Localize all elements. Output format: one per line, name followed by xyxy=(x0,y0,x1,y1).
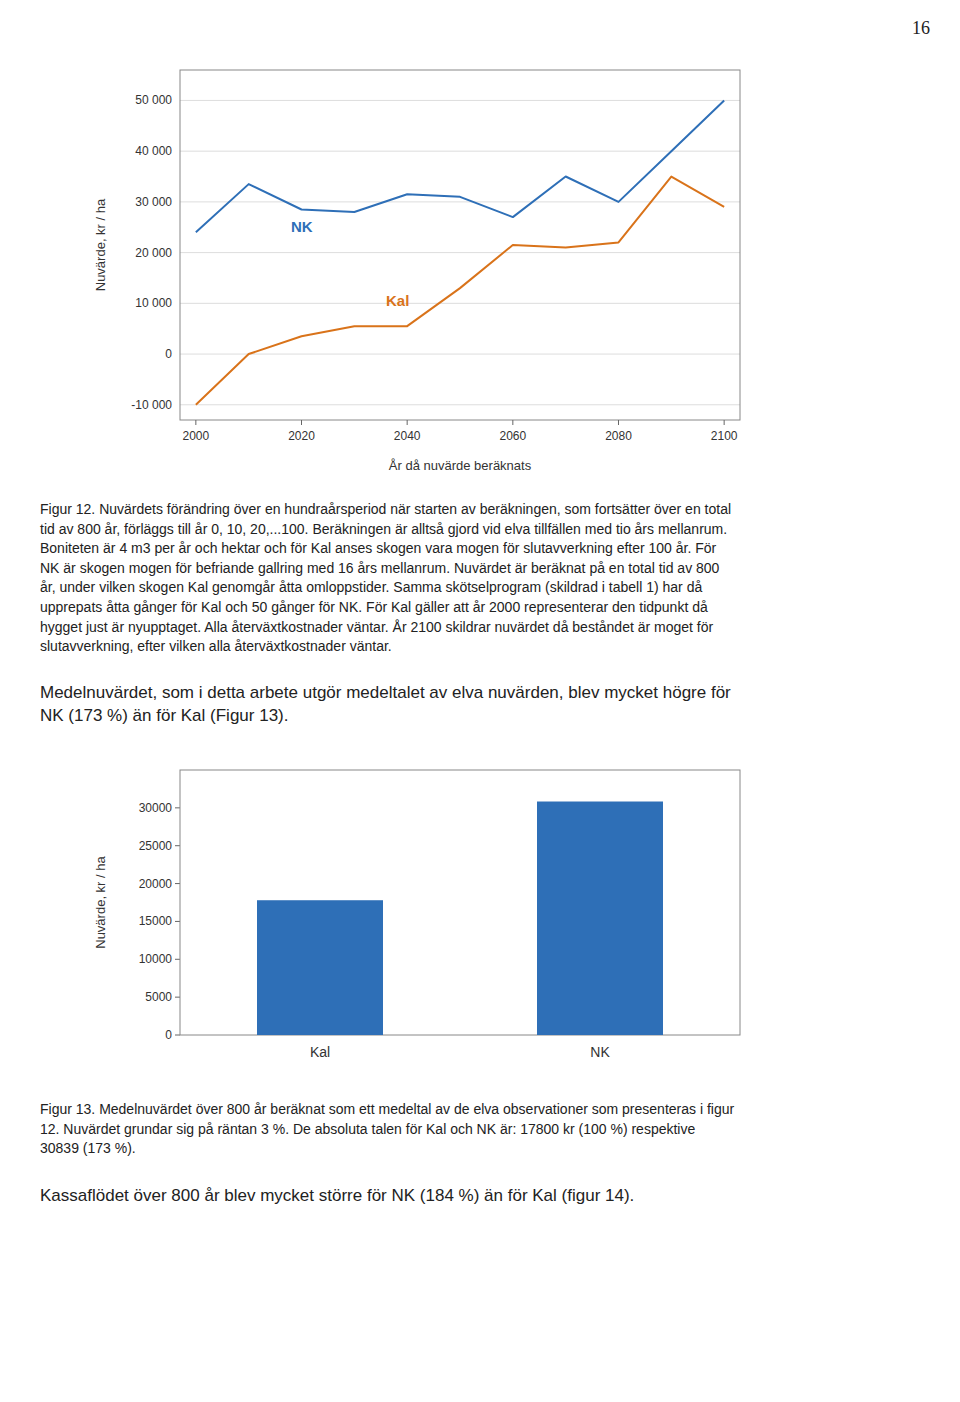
tick-label: 30000 xyxy=(139,801,173,815)
tick-mark xyxy=(175,959,180,960)
tick-mark xyxy=(175,1035,180,1036)
tick-label: 25000 xyxy=(139,839,173,853)
page-number: 16 xyxy=(912,18,930,39)
grid-line xyxy=(180,252,740,253)
bar xyxy=(257,900,383,1035)
tick-label: 20000 xyxy=(139,877,173,891)
series-annotation: Kal xyxy=(386,292,409,309)
series-line xyxy=(196,177,724,405)
grid-line xyxy=(180,354,740,355)
plot-area xyxy=(196,100,724,404)
body-text: Kassaflödet över 800 år blev mycket stör… xyxy=(40,1185,634,1208)
tick-label: 40 000 xyxy=(135,144,172,158)
tick-mark xyxy=(724,420,725,425)
x-axis: Kal NK xyxy=(310,1044,611,1060)
plot-area xyxy=(257,802,663,1035)
tick-mark xyxy=(175,807,180,808)
tick-mark xyxy=(512,420,513,425)
tick-label: -10 000 xyxy=(131,398,172,412)
line-chart: -10 000 0 10 000 20 000 30 000 40 000 50 000 Nu… xyxy=(0,50,960,490)
tick-label: 30 000 xyxy=(135,195,172,209)
tick-label: 2080 xyxy=(605,429,632,443)
category-label: NK xyxy=(590,1044,610,1060)
annotations: NK Kal xyxy=(291,218,409,309)
body-text: Medelnuvärdet, som i detta arbete utgör … xyxy=(40,682,731,728)
figure-caption: Figur 12. Nuvärdets förändring över en h… xyxy=(40,500,731,657)
bar-chart: 0 5000 10000 15000 20000 25000 30000 Nuvärde, k… xyxy=(0,750,960,1090)
y-axis-label: Nuvärde, kr / ha xyxy=(93,855,108,948)
series-line xyxy=(196,100,724,232)
tick-label: 2040 xyxy=(394,429,421,443)
tick-label: 20 000 xyxy=(135,246,172,260)
tick-label: 2020 xyxy=(288,429,315,443)
tick-label: 0 xyxy=(165,347,172,361)
tick-mark xyxy=(175,883,180,884)
tick-label: 0 xyxy=(165,1028,172,1042)
tick-mark xyxy=(175,845,180,846)
grid-line xyxy=(180,404,740,405)
tick-label: 5000 xyxy=(145,990,172,1004)
tick-mark xyxy=(407,420,408,425)
tick-label: 50 000 xyxy=(135,93,172,107)
grid-line xyxy=(180,100,740,101)
tick-label: 2100 xyxy=(711,429,738,443)
plot-frame xyxy=(180,70,740,420)
tick-mark xyxy=(618,420,619,425)
y-axis-label: Nuvärde, kr / ha xyxy=(93,198,108,291)
y-axis: 0 5000 10000 15000 20000 25000 30000 xyxy=(139,801,180,1042)
tick-label: 10 000 xyxy=(135,296,172,310)
plot-frame xyxy=(180,770,740,1035)
series-annotation: NK xyxy=(291,218,313,235)
tick-label: 15000 xyxy=(139,914,173,928)
tick-mark xyxy=(175,997,180,998)
x-axis-label: År då nuvärde beräknats xyxy=(389,458,532,473)
grid-line xyxy=(180,151,740,152)
tick-mark xyxy=(195,420,196,425)
figure-caption: Figur 13. Medelnuvärdet över 800 år berä… xyxy=(40,1100,734,1159)
grid-line xyxy=(180,201,740,202)
tick-label: 2000 xyxy=(182,429,209,443)
tick-label: 10000 xyxy=(139,952,173,966)
y-axis: -10 000 0 10 000 20 000 30 000 40 000 50 000 xyxy=(131,93,740,411)
bar xyxy=(537,802,663,1035)
tick-mark xyxy=(301,420,302,425)
tick-mark xyxy=(175,921,180,922)
category-label: Kal xyxy=(310,1044,330,1060)
x-axis: 2000 2020 2040 2060 2080 2100 xyxy=(182,420,737,443)
tick-label: 2060 xyxy=(499,429,526,443)
grid-line xyxy=(180,303,740,304)
